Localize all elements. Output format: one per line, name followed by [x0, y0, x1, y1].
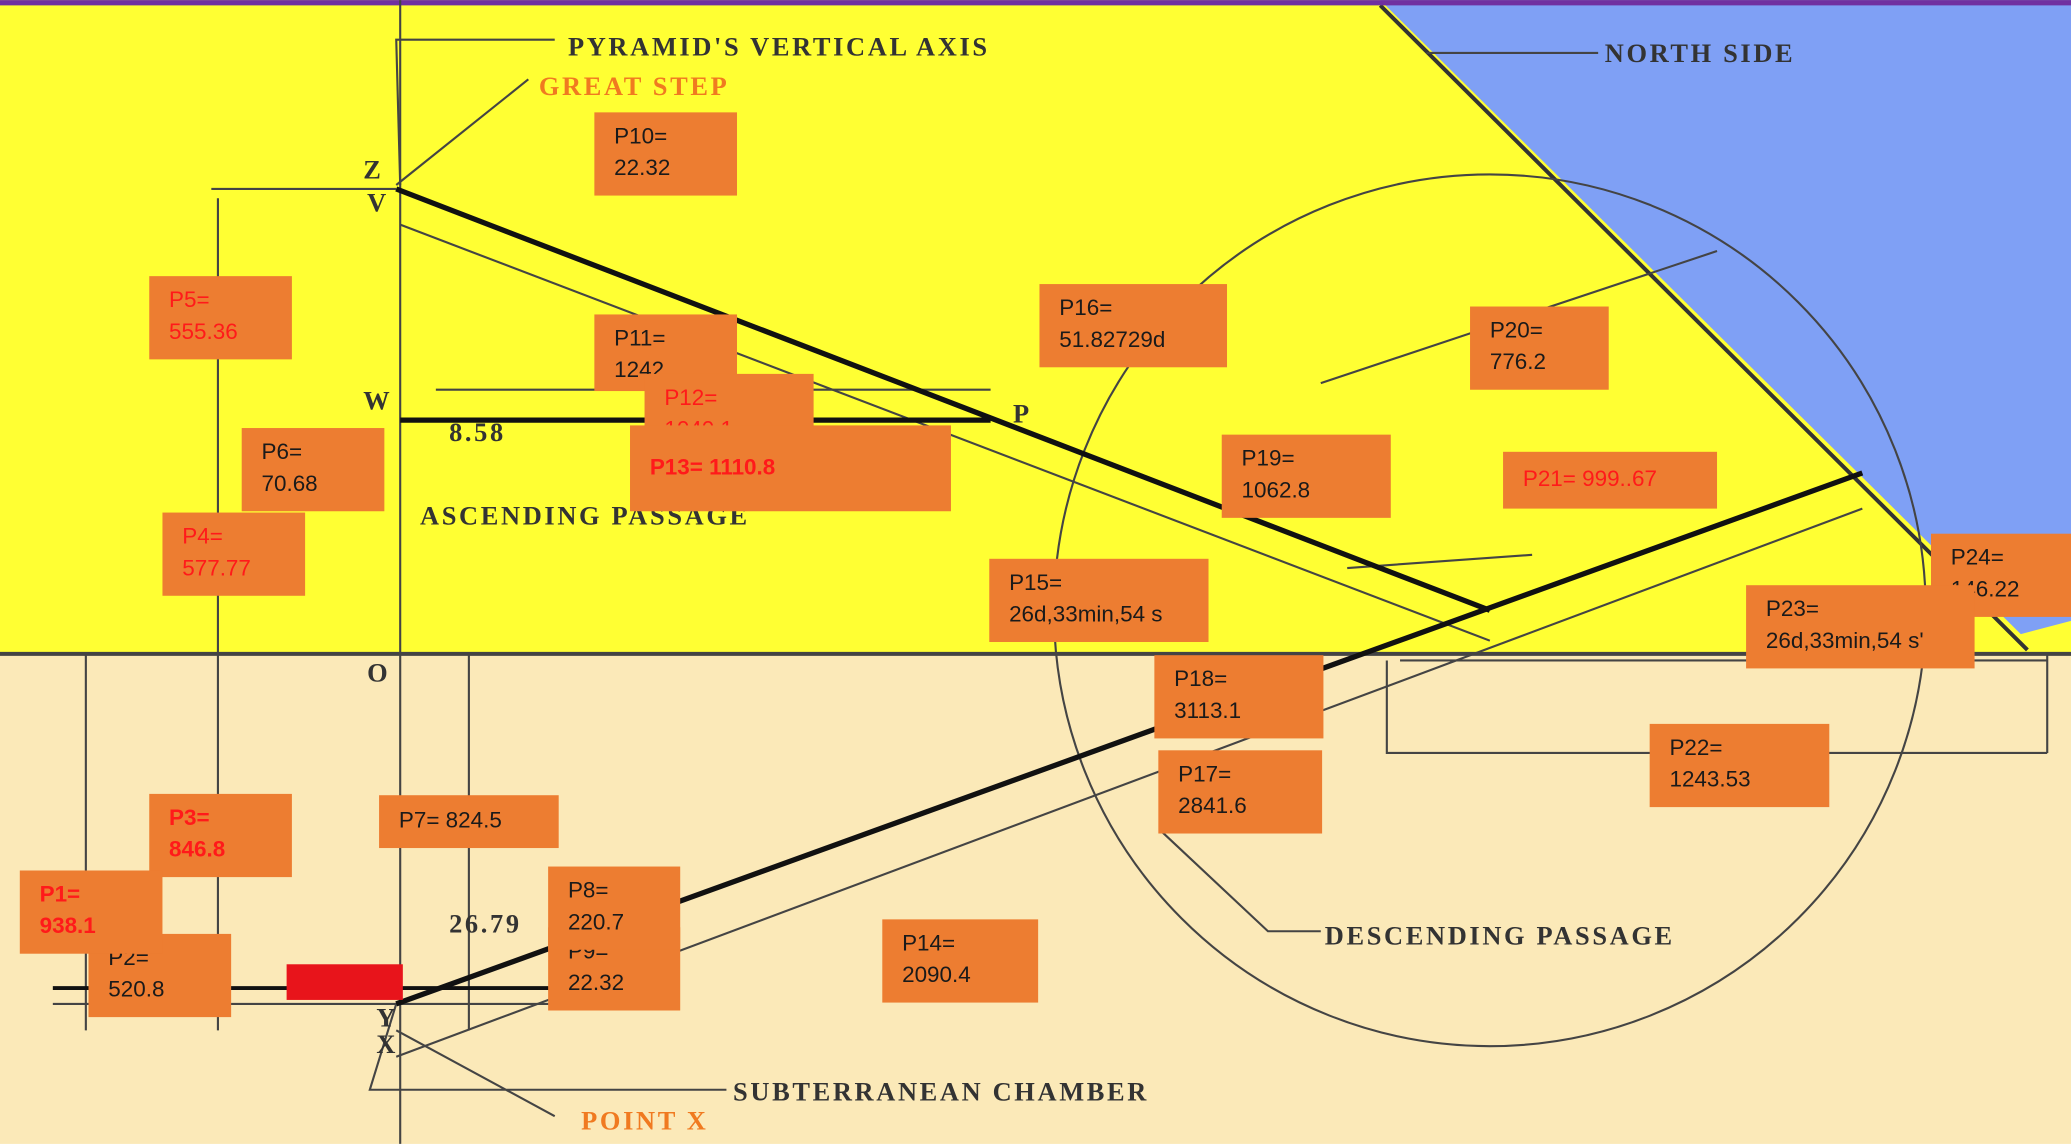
box-text: P3=	[169, 805, 210, 830]
box-bg	[1503, 451, 1718, 509]
box-text: P13= 1110.8	[650, 454, 775, 479]
box-text: P16=	[1059, 295, 1112, 320]
box-text: P19=	[1242, 446, 1295, 471]
diagram-text: X	[376, 1029, 398, 1059]
box-text: P7= 824.5	[399, 808, 502, 833]
diagram-text: W	[363, 386, 392, 416]
box-bg	[241, 428, 385, 512]
box-text: P18=	[1174, 666, 1227, 691]
label-box: P6= 70.68	[241, 428, 385, 512]
box-text: P17=	[1178, 761, 1231, 786]
north-side	[1380, 0, 2071, 635]
diagram-text: Y	[376, 1002, 398, 1032]
box-bg	[1039, 284, 1228, 368]
diagram-text: GREAT STEP	[539, 71, 730, 101]
label-box: P10= 22.32	[594, 112, 738, 196]
box-text: 938.1	[40, 913, 96, 938]
box-text: 22.32	[614, 155, 670, 180]
label-box: P20= 776.2	[1470, 306, 1609, 390]
box-bg	[882, 919, 1039, 1003]
label-box: P8= 220.7	[548, 866, 681, 950]
box-text: 51.82729d	[1059, 327, 1165, 352]
label-boxes: P10=22.32P5=555.36P11=1242P12=1040.1P13=…	[19, 112, 2071, 1018]
diagram-text: PYRAMID'S VERTICAL AXIS	[568, 32, 990, 62]
box-bg	[1154, 655, 1324, 739]
box-text: 22.32	[568, 970, 624, 995]
box-text: 3113.1	[1174, 698, 1241, 723]
diagram-text: SUBTERRANEAN CHAMBER	[733, 1076, 1149, 1106]
label-box: P5= 555.36	[149, 276, 292, 360]
box-text: P11=	[614, 325, 665, 350]
box-text: P24=	[1951, 545, 2004, 570]
box-text: 776.2	[1490, 349, 1546, 374]
box-text: 555.36	[169, 319, 238, 344]
box-text: 220.7	[568, 909, 624, 934]
label-box: P7= 824.5	[379, 795, 559, 849]
box-text: 846.8	[169, 837, 225, 862]
label-box: P15= 26d,33min,54 s	[989, 558, 1209, 643]
box-text: P1=	[40, 882, 81, 907]
label-box: P22= 1243.53	[1649, 723, 1830, 808]
box-text: P12=	[664, 385, 717, 410]
label-box: P1= 938.1	[19, 870, 163, 954]
box-bg	[548, 866, 681, 950]
box-text: P21= 999..67	[1523, 466, 1657, 491]
chamber	[286, 964, 403, 1000]
diagram-text: POINT X	[581, 1105, 708, 1135]
box-text: 26d,33min,54 s	[1009, 602, 1162, 627]
diagram-text: Z	[363, 154, 383, 184]
box-text: P20=	[1490, 318, 1543, 343]
box-bg	[379, 795, 559, 849]
box-text: 520.8	[108, 977, 164, 1002]
box-bg	[1470, 306, 1609, 390]
box-bg	[1158, 750, 1323, 834]
box-text: P23=	[1766, 596, 1819, 621]
diagram-text: 26.79	[449, 909, 522, 939]
label-box: P18= 3113.1	[1154, 655, 1324, 739]
box-bg	[162, 512, 306, 596]
box-text: 1062.8	[1242, 477, 1311, 502]
box-bg	[1746, 585, 1975, 669]
box-bg	[644, 373, 814, 434]
box-bg	[149, 276, 292, 360]
box-text: P4=	[182, 524, 223, 549]
box-bg	[19, 870, 163, 954]
label-box: P3= 846.8	[149, 793, 292, 878]
label-box: P23= 26d,33min,54 s'	[1746, 585, 1975, 669]
box-text: 26d,33min,54 s'	[1766, 628, 1924, 653]
box-text: P8=	[568, 878, 609, 903]
label-box: P21= 999..67	[1503, 451, 1718, 509]
label-box: P16= 51.82729d	[1039, 284, 1228, 368]
diagram-text: O	[367, 658, 390, 688]
label-box: P17= 2841.6	[1158, 750, 1323, 834]
top-border	[0, 0, 2071, 6]
box-bg	[989, 558, 1209, 643]
box-text: 2090.4	[902, 962, 971, 987]
diagram-text: V	[367, 187, 389, 217]
diagram-text: P	[1013, 399, 1032, 429]
box-text: P14=	[902, 930, 955, 955]
box-text: P5=	[169, 287, 210, 312]
box-bg	[1649, 723, 1830, 808]
box-text: 577.77	[182, 555, 251, 580]
box-text: P22=	[1669, 735, 1722, 760]
box-bg	[630, 425, 951, 512]
box-text: P10=	[614, 123, 667, 148]
box-bg	[149, 793, 292, 878]
box-text: 70.68	[262, 471, 318, 496]
box-text: 1243.53	[1669, 767, 1750, 792]
label-box: P4= 577.77	[162, 512, 306, 596]
label-box: P14= 2090.4	[882, 919, 1039, 1003]
box-text: P15=	[1009, 570, 1062, 595]
label-box: P19= 1062.8	[1221, 434, 1391, 518]
box-bg	[594, 112, 738, 196]
box-text: 2841.6	[1178, 793, 1247, 818]
diagram-text: NORTH SIDE	[1605, 38, 1796, 68]
label-box: P13= 1110.8	[630, 425, 951, 512]
box-text: P6=	[262, 439, 303, 464]
box-bg	[1221, 434, 1391, 518]
diagram-text: DESCENDING PASSAGE	[1325, 920, 1675, 950]
diagram-text: 8.58	[449, 417, 506, 447]
